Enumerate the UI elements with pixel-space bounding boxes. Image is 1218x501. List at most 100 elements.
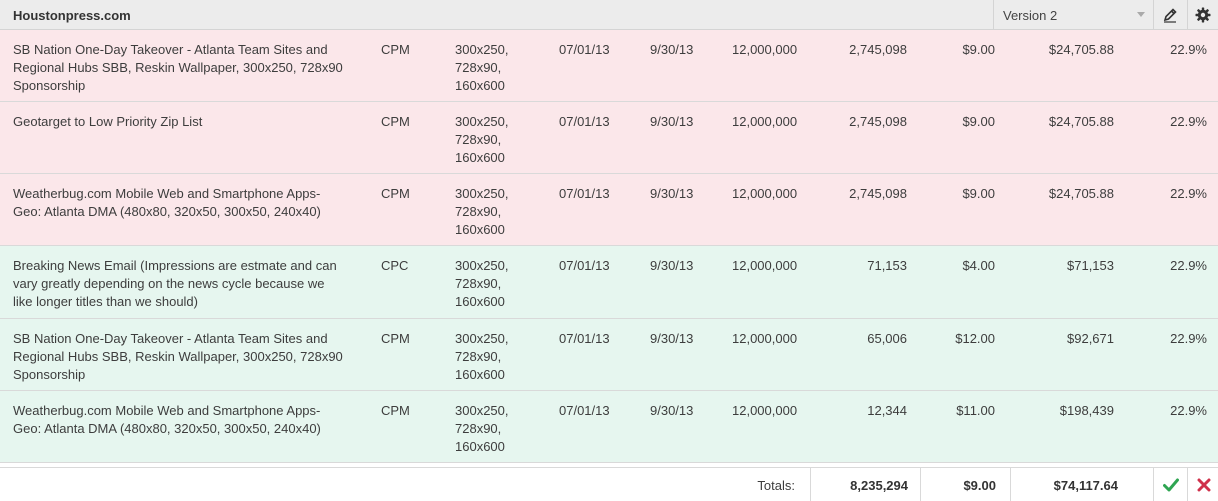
rate: $9.00 bbox=[962, 114, 995, 129]
end-date: 9/30/13 bbox=[650, 186, 694, 201]
ad-size: 160x600 bbox=[455, 294, 505, 309]
ad-sizes: 300x250, 728x90, 160x600 bbox=[455, 41, 535, 95]
impressions: 65,006 bbox=[867, 331, 907, 346]
cancel-button[interactable] bbox=[1187, 468, 1218, 501]
edit-button[interactable] bbox=[1153, 0, 1187, 30]
description-line: Geotarget to Low Priority Zip List bbox=[13, 114, 203, 129]
ad-size: 728x90, bbox=[455, 421, 502, 436]
impressions: 71,153 bbox=[867, 258, 907, 273]
totals-label: Totals: bbox=[757, 478, 795, 493]
start-date: 07/01/13 bbox=[559, 258, 610, 273]
rate: $11.00 bbox=[956, 403, 995, 418]
description-line: Sponsorship bbox=[13, 78, 86, 93]
version-select[interactable]: Version 2 bbox=[993, 0, 1153, 30]
end-date: 9/30/13 bbox=[650, 258, 694, 273]
table-row[interactable]: Weatherbug.com Mobile Web and Smartphone… bbox=[0, 174, 1218, 246]
line-item-description: Weatherbug.com Mobile Web and Smartphone… bbox=[13, 185, 353, 221]
checkmark-icon bbox=[1163, 478, 1179, 492]
start-date: 07/01/13 bbox=[559, 331, 610, 346]
description-line: Geo: Atlanta DMA (480x80, 320x50, 300x50… bbox=[13, 421, 321, 436]
ad-sizes: 300x250, 728x90, 160x600 bbox=[455, 113, 535, 167]
line-item-description: SB Nation One-Day Takeover - Atlanta Tea… bbox=[13, 330, 353, 384]
close-icon bbox=[1197, 478, 1211, 492]
rate-type: CPM bbox=[381, 403, 410, 418]
line-item-description: Breaking News Email (Impressions are est… bbox=[13, 257, 353, 311]
start-date: 07/01/13 bbox=[559, 403, 610, 418]
description-line: Weatherbug.com Mobile Web and Smartphone… bbox=[13, 403, 321, 418]
ad-size: 728x90, bbox=[455, 60, 502, 75]
ad-size: 300x250, bbox=[455, 258, 509, 273]
ad-size: 160x600 bbox=[455, 222, 505, 237]
goal-impressions: 12,000,000 bbox=[732, 331, 798, 346]
ad-size: 300x250, bbox=[455, 42, 509, 57]
rate: $9.00 bbox=[962, 42, 995, 57]
total-cost: $24,705.88 bbox=[1048, 42, 1114, 57]
ad-size: 160x600 bbox=[455, 439, 505, 454]
ad-sizes: 300x250, 728x90, 160x600 bbox=[455, 257, 535, 311]
description-line: Regional Hubs SBB, Reskin Wallpaper, 300… bbox=[13, 60, 343, 75]
percentage: 22.9% bbox=[1170, 403, 1207, 418]
rate: $4.00 bbox=[962, 258, 995, 273]
description-line: like longer titles than we should) bbox=[13, 294, 198, 309]
end-date: 9/30/13 bbox=[650, 331, 694, 346]
settings-button[interactable] bbox=[1187, 0, 1218, 30]
ad-size: 728x90, bbox=[455, 132, 502, 147]
ad-size: 300x250, bbox=[455, 403, 509, 418]
description-line: vary greatly depending on the news cycle… bbox=[13, 276, 325, 291]
rate-type: CPM bbox=[381, 42, 410, 57]
end-date: 9/30/13 bbox=[650, 403, 694, 418]
impressions: 2,745,098 bbox=[849, 42, 907, 57]
percentage: 22.9% bbox=[1170, 331, 1207, 346]
goal-impressions: 12,000,000 bbox=[732, 42, 798, 57]
rate: $9.00 bbox=[962, 186, 995, 201]
start-date: 07/01/13 bbox=[559, 186, 610, 201]
totals-total-cell: $74,117.64 bbox=[1010, 468, 1131, 501]
ad-size: 300x250, bbox=[455, 186, 509, 201]
ad-size: 160x600 bbox=[455, 367, 505, 382]
table-row[interactable]: Breaking News Email (Impressions are est… bbox=[0, 246, 1218, 319]
gear-icon bbox=[1195, 7, 1211, 23]
ad-size: 728x90, bbox=[455, 276, 502, 291]
rate-type: CPC bbox=[381, 258, 409, 273]
table-row[interactable]: SB Nation One-Day Takeover - Atlanta Tea… bbox=[0, 30, 1218, 102]
totals-impressions-cell: 8,235,294 bbox=[810, 468, 920, 501]
description-line: SB Nation One-Day Takeover - Atlanta Tea… bbox=[13, 42, 328, 57]
table-row[interactable]: Geotarget to Low Priority Zip List 300x25… bbox=[0, 102, 1218, 174]
description-line: Regional Hubs SBB, Reskin Wallpaper, 300… bbox=[13, 349, 343, 364]
total-cost: $71,153 bbox=[1067, 258, 1114, 273]
description-line: Breaking News Email (Impressions are est… bbox=[13, 258, 337, 273]
goal-impressions: 12,000,000 bbox=[732, 403, 798, 418]
percentage: 22.9% bbox=[1170, 186, 1207, 201]
end-date: 9/30/13 bbox=[650, 42, 694, 57]
chevron-down-icon bbox=[1137, 12, 1145, 17]
ad-size: 300x250, bbox=[455, 331, 509, 346]
ad-sizes: 300x250, 728x90, 160x600 bbox=[455, 402, 535, 456]
description-line: Geo: Atlanta DMA (480x80, 320x50, 300x50… bbox=[13, 204, 321, 219]
rate: $12.00 bbox=[955, 331, 995, 346]
ad-size: 160x600 bbox=[455, 78, 505, 93]
ad-sizes: 300x250, 728x90, 160x600 bbox=[455, 330, 535, 384]
ad-size: 728x90, bbox=[455, 349, 502, 364]
table-row[interactable]: Weatherbug.com Mobile Web and Smartphone… bbox=[0, 391, 1218, 463]
totals-total: $74,117.64 bbox=[1053, 478, 1118, 493]
table-header: Houstonpress.com Version 2 bbox=[0, 0, 1218, 30]
goal-impressions: 12,000,000 bbox=[732, 114, 798, 129]
rate-type: CPM bbox=[381, 114, 410, 129]
percentage: 22.9% bbox=[1170, 258, 1207, 273]
confirm-button[interactable] bbox=[1153, 468, 1187, 501]
start-date: 07/01/13 bbox=[559, 114, 610, 129]
description-line: Sponsorship bbox=[13, 367, 86, 382]
total-cost: $24,705.88 bbox=[1048, 114, 1114, 129]
totals-rate-cell: $9.00 bbox=[920, 468, 1010, 501]
percentage: 22.9% bbox=[1170, 114, 1207, 129]
total-cost: $24,705.88 bbox=[1048, 186, 1114, 201]
description-line: Weatherbug.com Mobile Web and Smartphone… bbox=[13, 186, 321, 201]
percentage: 22.9% bbox=[1170, 42, 1207, 57]
line-item-description: Geotarget to Low Priority Zip List bbox=[13, 113, 353, 131]
end-date: 9/30/13 bbox=[650, 114, 694, 129]
pencil-icon bbox=[1163, 8, 1177, 23]
site-title: Houstonpress.com bbox=[13, 8, 131, 23]
start-date: 07/01/13 bbox=[559, 42, 610, 57]
table-row[interactable]: SB Nation One-Day Takeover - Atlanta Tea… bbox=[0, 319, 1218, 391]
line-item-description: SB Nation One-Day Takeover - Atlanta Tea… bbox=[13, 41, 353, 95]
